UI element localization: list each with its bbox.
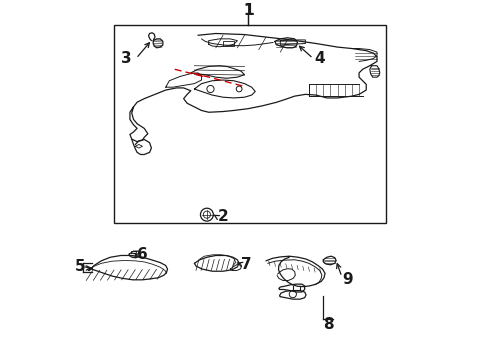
Text: 6: 6: [137, 247, 147, 262]
Text: 2: 2: [217, 209, 227, 224]
Text: 9: 9: [342, 272, 352, 287]
Text: 1: 1: [243, 3, 253, 18]
Bar: [114, 24, 385, 223]
Text: 1: 1: [243, 3, 253, 18]
Text: 3: 3: [121, 51, 131, 66]
Text: 7: 7: [241, 257, 251, 271]
Text: 8: 8: [322, 317, 333, 332]
Text: 4: 4: [314, 51, 325, 66]
Text: 5: 5: [75, 260, 86, 274]
